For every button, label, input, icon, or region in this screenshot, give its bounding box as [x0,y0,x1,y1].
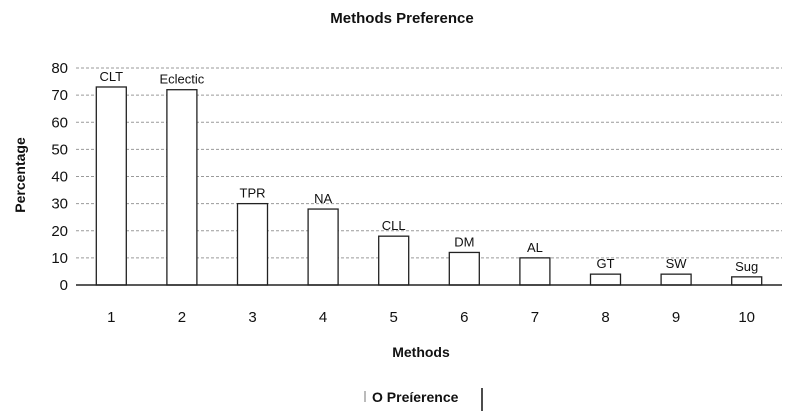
y-tick-label: 10 [51,250,68,267]
bar-data-label: Eclectic [160,72,205,87]
bar [519,257,551,286]
legend-label: O Preíerence [372,389,459,405]
x-tick-label: 3 [248,309,256,326]
bar-data-label: CLL [382,218,406,233]
bar [378,235,410,286]
x-tick-label: 5 [390,309,398,326]
bar-data-label: SW [666,256,688,271]
y-axis-title: Percentage [12,137,28,213]
bar [731,276,763,286]
chart-title: Methods Preference [330,10,473,27]
x-axis-title: Methods [392,344,450,360]
bar-labels: CLT Eclectic TPR NA CLL DM AL GT SW Sug [99,69,758,274]
x-tick-label: 9 [672,309,680,326]
bar-data-label: Sug [735,259,758,274]
legend: O Preíerence [364,388,483,411]
x-tick-label: 4 [319,309,327,326]
y-tick-label: 30 [51,196,68,213]
x-tick-label: 6 [460,309,468,326]
y-tick-label: 40 [51,169,68,186]
bar-data-label: DM [454,234,474,249]
bar [166,89,198,286]
bar [95,86,127,286]
bar [307,208,339,286]
y-tick-label: 0 [60,277,68,294]
y-tick-label: 50 [51,141,68,158]
y-tick-labels: 0 10 20 30 40 50 60 70 80 [51,60,68,294]
bar [448,251,480,286]
y-tick-label: 60 [51,114,68,131]
bar-data-label: AL [527,240,543,255]
bar [236,202,269,286]
y-tick-label: 80 [51,60,68,77]
bar-data-label: TPR [240,186,266,201]
bar-data-label: NA [314,191,332,206]
bar-data-label: GT [596,256,614,271]
y-tick-label: 20 [51,223,68,240]
bars [95,86,763,286]
x-tick-labels: 1 2 3 4 5 6 7 8 9 10 [107,309,755,326]
bar [660,273,692,286]
x-tick-label: 2 [178,309,186,326]
x-tick-label: 7 [531,309,539,326]
x-tick-label: 1 [107,309,115,326]
bar [589,273,622,286]
bar-data-label: CLT [99,69,123,84]
x-tick-label: 8 [601,309,609,326]
y-tick-label: 70 [51,87,68,104]
x-tick-label: 10 [738,309,755,326]
